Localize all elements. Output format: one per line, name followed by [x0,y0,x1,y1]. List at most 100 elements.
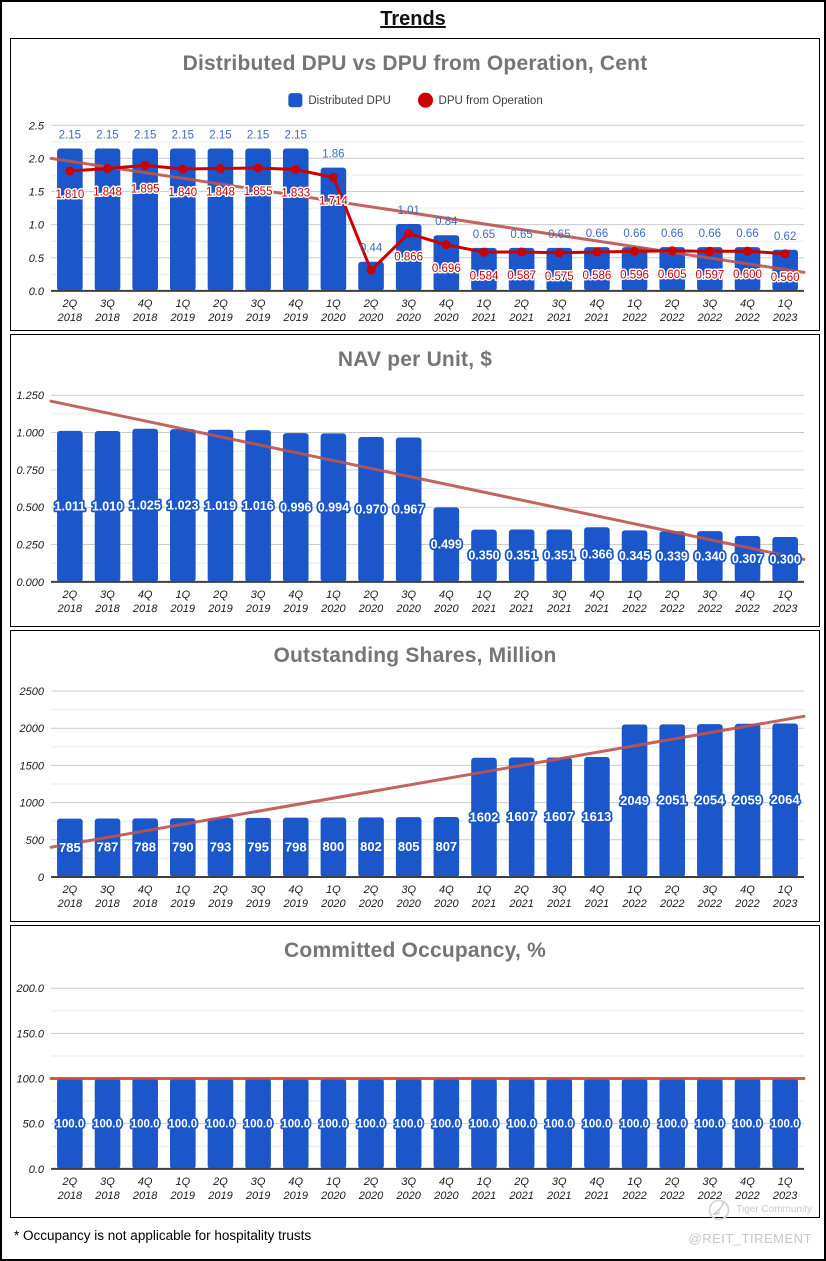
page-title: Trends [380,8,446,30]
svg-text:0.597: 0.597 [695,269,724,281]
svg-text:787: 787 [97,840,119,855]
svg-text:2500: 2500 [19,686,45,698]
svg-text:0.250: 0.250 [16,540,44,552]
svg-text:0.340: 0.340 [694,549,725,563]
svg-text:0.575: 0.575 [545,271,574,283]
svg-text:0.586: 0.586 [583,270,612,282]
svg-text:2059: 2059 [733,792,762,807]
svg-text:0.351: 0.351 [544,549,575,563]
svg-text:1.833: 1.833 [281,188,310,200]
svg-text:2019: 2019 [245,1190,270,1202]
svg-text:2020: 2020 [433,603,459,615]
svg-text:1.016: 1.016 [242,499,273,513]
svg-text:2020: 2020 [320,1190,346,1202]
svg-text:2.15: 2.15 [134,129,156,141]
svg-text:0.66: 0.66 [699,228,721,240]
svg-text:0.560: 0.560 [771,272,800,284]
svg-text:2022: 2022 [734,312,759,324]
svg-text:802: 802 [360,839,382,854]
svg-text:4Q: 4Q [288,884,303,896]
svg-text:1.011: 1.011 [55,499,86,513]
watermark-handle: @REIT_TIREMENT [688,1231,812,1246]
svg-text:2Q: 2Q [212,589,228,601]
svg-text:2019: 2019 [207,1190,232,1202]
svg-text:100.0: 100.0 [545,1119,574,1131]
svg-text:2020: 2020 [395,603,421,615]
svg-text:4Q: 4Q [590,298,605,310]
svg-text:0.0: 0.0 [29,1164,45,1176]
svg-text:0.970: 0.970 [355,502,386,516]
svg-text:3Q: 3Q [100,589,115,601]
svg-text:0.345: 0.345 [619,549,650,563]
svg-text:1.855: 1.855 [244,186,273,198]
svg-text:2021: 2021 [471,312,496,324]
svg-text:0.66: 0.66 [736,228,758,240]
svg-text:3Q: 3Q [401,298,416,310]
svg-text:3Q: 3Q [401,1176,416,1188]
svg-text:3Q: 3Q [100,884,115,896]
svg-text:2019: 2019 [283,312,308,324]
svg-text:1602: 1602 [470,809,499,824]
svg-text:2020: 2020 [395,1190,421,1202]
svg-text:2022: 2022 [697,898,723,910]
svg-text:3Q: 3Q [703,1176,718,1188]
svg-text:2019: 2019 [283,603,308,615]
svg-text:0.84: 0.84 [435,216,458,228]
shares-chart-canvas: 2500 2000 1500 1000 500 0 785 787 788 790 793 795 79… [19,686,806,910]
svg-text:1Q: 1Q [627,1176,642,1188]
svg-text:2021: 2021 [584,898,610,910]
svg-text:3Q: 3Q [100,298,115,310]
svg-text:1.025: 1.025 [130,498,161,512]
svg-text:1Q: 1Q [627,298,642,310]
svg-text:2Q: 2Q [363,589,379,601]
svg-text:4Q: 4Q [288,1176,303,1188]
svg-text:2Q: 2Q [212,884,228,896]
svg-text:2021: 2021 [584,312,609,324]
svg-text:4Q: 4Q [590,884,605,896]
svg-text:2021: 2021 [546,898,572,910]
svg-text:1607: 1607 [545,809,574,824]
svg-text:2020: 2020 [358,1190,384,1202]
svg-text:2019: 2019 [245,898,271,910]
svg-text:1Q: 1Q [326,884,341,896]
svg-text:1Q: 1Q [326,589,341,601]
svg-text:2021: 2021 [508,1190,533,1202]
dpu-chart-title: Distributed DPU vs DPU from Operation, C… [182,52,648,75]
svg-text:2023: 2023 [772,1190,798,1202]
svg-text:100.0: 100.0 [168,1119,197,1131]
svg-text:2Q: 2Q [62,1176,78,1188]
dpu-chart-canvas: 2.5 2.0 1.5 1.0 0.5 0.0 2.15 2.15 2.15 2.15 2.15 2.… [28,92,806,324]
svg-text:1.0: 1.0 [29,220,45,232]
svg-text:150.0: 150.0 [16,1028,44,1040]
svg-text:2021: 2021 [508,312,533,324]
svg-text:2022: 2022 [697,603,722,615]
svg-text:1Q: 1Q [477,1176,492,1188]
svg-text:100.0: 100.0 [620,1119,649,1131]
svg-text:2018: 2018 [57,1190,83,1202]
svg-text:1.019: 1.019 [205,499,236,513]
svg-text:3Q: 3Q [552,1176,567,1188]
svg-text:2020: 2020 [433,312,459,324]
svg-text:4Q: 4Q [740,298,755,310]
dpu-chart-panel: 2.5 2.0 1.5 1.0 0.5 0.0 2.15 2.15 2.15 2.15 2.15 2.… [10,38,820,331]
svg-text:2018: 2018 [132,312,158,324]
svg-text:3Q: 3Q [703,884,718,896]
svg-text:2022: 2022 [659,1190,684,1202]
svg-text:2018: 2018 [132,603,158,615]
svg-text:100.0: 100.0 [131,1119,160,1131]
svg-text:0.866: 0.866 [394,252,423,264]
svg-text:2021: 2021 [471,1190,496,1202]
svg-text:1.848: 1.848 [206,187,235,199]
svg-text:2020: 2020 [320,898,346,910]
svg-text:100.0: 100.0 [319,1119,348,1131]
svg-text:4Q: 4Q [439,884,454,896]
svg-text:100.0: 100.0 [357,1119,386,1131]
svg-text:1.848: 1.848 [93,187,122,199]
svg-text:0.339: 0.339 [657,550,688,564]
svg-text:100.0: 100.0 [583,1119,612,1131]
svg-text:1Q: 1Q [778,884,793,896]
svg-text:798: 798 [285,839,307,854]
shares-chart-title: Outstanding Shares, Million [273,644,557,667]
svg-text:2Q: 2Q [513,298,529,310]
